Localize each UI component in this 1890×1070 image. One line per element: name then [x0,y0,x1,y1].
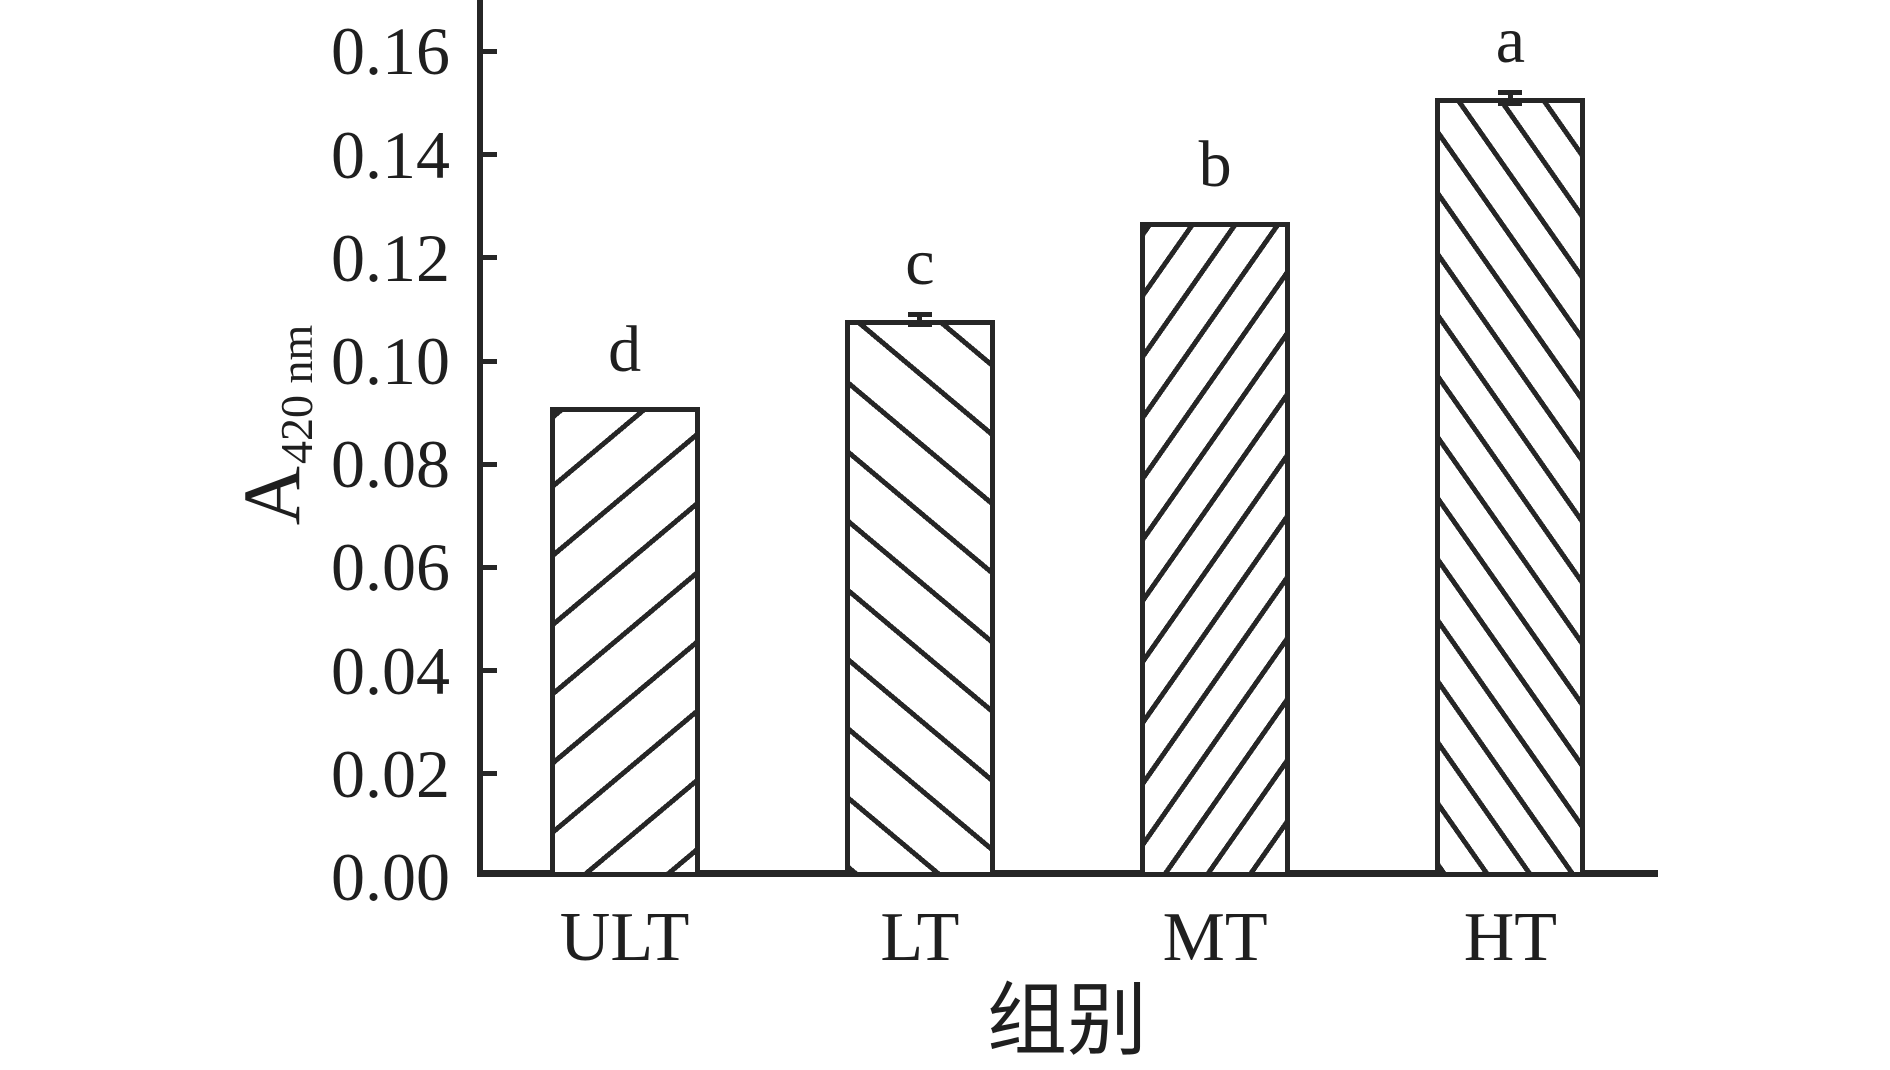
y-tick-label: 0.00 [331,839,450,915]
error-bar-ht [1507,92,1513,103]
x-axis-line [477,870,1658,877]
x-axis-title: 组别 [987,978,1147,1066]
sig-letter-b: b [1198,127,1232,201]
error-bar-lt [917,314,923,325]
plot-area: d ULT c LT b MT a HT [477,0,1658,973]
bar-mt [1140,221,1291,877]
sig-letter-d: d [608,313,642,387]
y-tick-mark [483,668,497,674]
y-tick-label: 0.06 [331,529,450,606]
y-axis-line [477,0,483,877]
error-bar-cap [1498,100,1523,106]
error-bar-cap [1498,90,1523,96]
y-tick-label: 0.12 [331,219,450,296]
y-tick-labels: 0.00 0.02 0.04 0.06 0.08 0.10 0.12 0.14 0.16 [0,0,450,912]
y-tick-mark [483,255,497,261]
y-tick-label: 0.02 [331,735,450,812]
error-bar-cap [907,312,932,318]
y-tick-label: 0.04 [331,632,450,709]
sig-letter-c: c [905,225,935,299]
y-tick-mark [483,461,497,467]
x-tick-label-ult: ULT [559,899,690,976]
y-tick-mark [483,771,497,777]
y-tick-mark [483,152,497,158]
y-tick-mark [483,48,497,54]
bar-ht [1435,97,1586,877]
bar-ult [549,407,700,877]
sig-letter-a: a [1495,3,1526,77]
error-bar-cap [907,322,932,328]
bar-lt [844,319,995,877]
x-tick-label-ht: HT [1463,899,1558,976]
y-tick-label: 0.08 [331,426,450,503]
x-tick-label-lt: LT [880,899,960,976]
y-tick-mark [483,358,497,364]
y-tick-label: 0.10 [331,323,450,399]
y-tick-label: 0.14 [331,116,450,193]
y-tick-label: 0.16 [331,13,450,90]
y-tick-mark [483,564,497,570]
x-tick-label-mt: MT [1162,899,1268,976]
